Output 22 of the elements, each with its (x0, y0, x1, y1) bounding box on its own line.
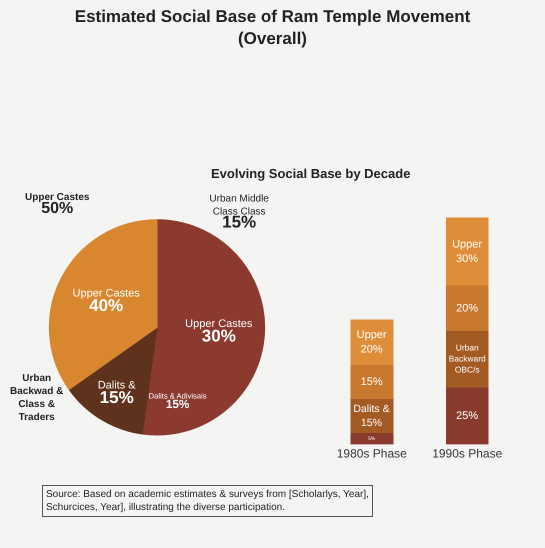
text: Upper Castes 50% (25, 192, 90, 217)
bar (350, 320, 394, 366)
slice-label: Dalits & Adivisais (148, 391, 207, 400)
bar (446, 388, 489, 444)
bar (446, 218, 489, 286)
data-label: 25% (456, 410, 478, 422)
text: Urban Backwad & Class & Traders (10, 373, 64, 423)
bar (350, 433, 394, 444)
source-note: Source: Based on academic estimates & surveys from [Scholarlys, Year], Schurcices, Year], illustrating the diverse participation. (46, 489, 369, 513)
data-label: 20% (456, 302, 478, 314)
data-label: 15% (360, 376, 383, 388)
data-label: Urban Backward OBC/s (448, 342, 486, 375)
data-label: Upper 30% (452, 238, 482, 265)
data-label: Dalits & 15% (353, 403, 390, 429)
chart-title: Evolving Social Base by Decade (211, 166, 410, 181)
chart-title: Estimated Social Base of Ram Temple Movement (Overall) (74, 6, 471, 48)
x-tick-label: 1980s Phase (336, 446, 408, 460)
data-label: 15% (166, 398, 190, 412)
data-label: Upper 20% (356, 329, 387, 356)
bar (446, 286, 489, 332)
x-tick-label: 1990s Phase (432, 446, 503, 460)
bar (350, 365, 394, 400)
